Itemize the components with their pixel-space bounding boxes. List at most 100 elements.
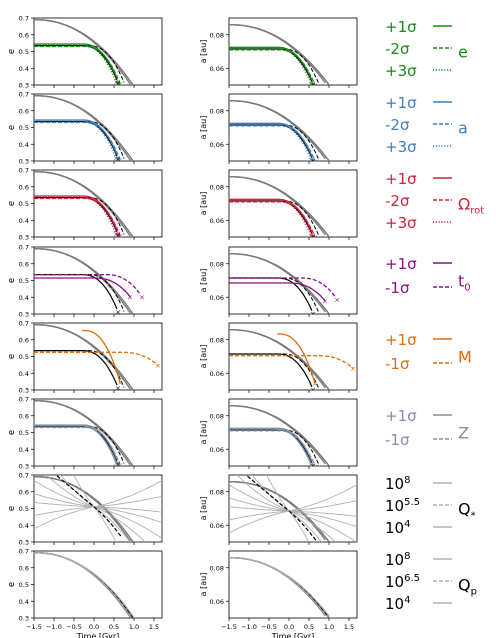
y-tick-label: 0.06 <box>210 370 224 378</box>
series-Qs-variant <box>229 484 357 534</box>
series-M-0 <box>277 333 316 384</box>
legend-Z: +1σ -1σ Z <box>385 407 469 449</box>
y-tick-label: 0.6 <box>19 336 29 344</box>
y-axis-label: e <box>7 582 17 587</box>
panel-t0-a: 0.08 0.06a [au] × × × <box>199 246 358 318</box>
series-grey-envelope <box>229 176 331 237</box>
series-grey-envelope <box>229 24 331 85</box>
series-grey-envelope <box>229 557 326 617</box>
series-Z-1 <box>34 426 121 465</box>
series-t0-0 <box>229 282 326 302</box>
end-marker: × <box>350 365 356 373</box>
axes-frame <box>228 322 358 391</box>
plot-area: ×××× <box>34 400 134 468</box>
legend-param-name: e <box>458 43 468 62</box>
legend-entry-label: -1σ <box>385 355 410 373</box>
x-tick-label: −0.5 <box>66 623 82 631</box>
legend-entry-label: 108 <box>385 551 410 569</box>
y-tick-label: 0.08 <box>210 107 224 115</box>
x-tick-label: 1.5 <box>344 623 354 631</box>
legend-entry-label: 105.5 <box>385 497 420 515</box>
series-baseline-alt <box>229 200 320 237</box>
end-marker: × <box>113 460 119 468</box>
legend-entry-label: 106.5 <box>385 573 420 591</box>
y-tick-label: 0.3 <box>19 311 29 319</box>
end-marker: × <box>310 233 316 241</box>
end-marker: × <box>308 156 314 164</box>
end-marker: × <box>127 293 133 301</box>
y-tick-label: 0.7 <box>19 472 29 480</box>
x-tick-label: 0.5 <box>109 623 119 631</box>
legend-param-name: a <box>458 119 468 138</box>
y-tick-label: 0.4 <box>19 141 29 149</box>
end-marker: × <box>312 234 318 242</box>
end-marker: × <box>310 79 316 87</box>
legend-entry-label: -2σ <box>385 192 410 210</box>
legend-entry-label: +1σ <box>385 18 417 36</box>
series-e-0 <box>229 46 313 81</box>
end-marker: × <box>334 296 340 304</box>
legend-entry-label: -1σ <box>385 279 410 297</box>
series-Qs-variant <box>251 475 323 542</box>
axes-frame <box>33 550 163 619</box>
y-tick-label: 0.08 <box>210 488 224 496</box>
plot-area: × × × <box>229 253 340 318</box>
series-baseline-alt <box>34 197 125 235</box>
series-grey-envelope <box>34 552 131 618</box>
y-tick-label: 0.08 <box>210 564 224 572</box>
panel-Qs-e: 0.7 0.6 0.5 0.4 0.3 e <box>7 472 163 547</box>
legend-param-name: Z <box>458 424 469 443</box>
series-Qp-variant <box>34 552 132 618</box>
y-tick-label: 0.4 <box>19 598 29 606</box>
legend-entry-label: +1σ <box>385 255 417 273</box>
legend-param-name: t0 <box>458 272 471 294</box>
plot-area: ×××× <box>229 176 331 242</box>
legend-entry-label: +3σ <box>385 62 417 80</box>
series-baseline-alt <box>229 429 320 466</box>
series-grey-envelope <box>229 405 326 465</box>
y-axis-label: a [au] <box>199 497 208 521</box>
series-Qp-variant <box>229 557 329 617</box>
series-e-0 <box>34 43 118 79</box>
x-tick-label: −0.5 <box>261 623 277 631</box>
legend-t0: +1σ -1σ t0 <box>385 255 471 297</box>
series-grey-envelope <box>34 400 134 466</box>
legend-entry-label: -2σ <box>385 116 410 134</box>
panel-M-a: 0.080.06a [au]××× <box>199 322 358 393</box>
y-tick-label: 0.6 <box>19 412 29 420</box>
y-axis-label: e <box>7 49 17 54</box>
panel-a-a: 0.08 0.06a [au] ×××× <box>199 93 358 166</box>
end-marker: × <box>115 155 121 163</box>
end-marker: × <box>310 310 316 318</box>
series-rot-0 <box>34 195 118 231</box>
series-Qp-variant <box>34 552 134 618</box>
series-M-1 <box>34 351 159 366</box>
y-axis-label: a [au] <box>199 192 208 216</box>
y-tick-label: 0.7 <box>19 320 29 328</box>
y-axis-label: a [au] <box>199 573 208 597</box>
y-tick-label: 0.08 <box>210 31 224 39</box>
plot-area <box>34 552 135 618</box>
y-tick-label: 0.6 <box>19 107 29 115</box>
end-marker: × <box>115 78 121 86</box>
plot-area: ×××× <box>229 100 331 166</box>
legend-entry-label: +1σ <box>385 331 417 349</box>
series-grey-envelope <box>34 19 134 85</box>
y-tick-label: 0.6 <box>19 564 29 572</box>
series-grey-envelope <box>229 100 326 160</box>
end-marker: × <box>310 460 316 468</box>
plot-area: ×××× <box>34 171 134 237</box>
y-tick-label: 0.7 <box>19 244 29 252</box>
end-marker: × <box>139 294 145 302</box>
series-grey-envelope <box>229 176 326 236</box>
y-axis-label: e <box>7 201 17 206</box>
y-tick-label: 0.3 <box>19 615 29 623</box>
legend-Qp: 108 106.5 104 Qp <box>385 551 477 613</box>
end-marker: × <box>312 158 318 166</box>
x-tick-label: 0.5 <box>304 623 314 631</box>
series-a-1 <box>34 121 121 160</box>
legend-Qs: 108 105.5 104 Q* <box>385 475 476 537</box>
y-axis-label: e <box>7 354 17 359</box>
panel-rot-a: 0.08 0.06a [au] ×××× <box>199 169 358 242</box>
y-tick-label: 0.6 <box>19 31 29 39</box>
